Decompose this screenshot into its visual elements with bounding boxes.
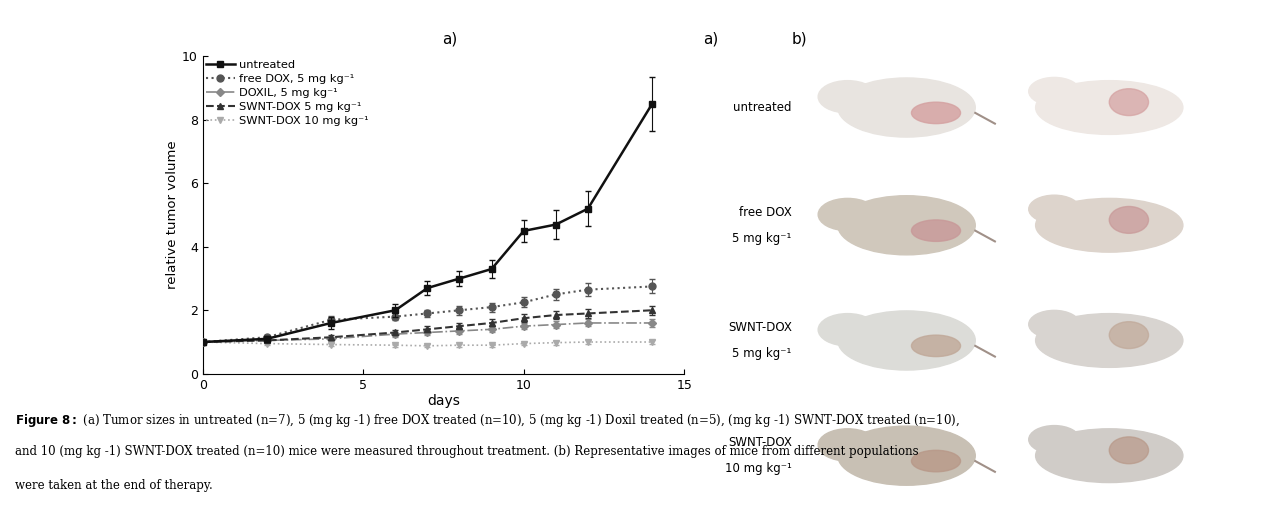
Text: 5 mg kg⁻¹: 5 mg kg⁻¹ bbox=[732, 347, 792, 360]
Ellipse shape bbox=[1035, 313, 1183, 368]
Text: $\mathbf{Figure\ 8:}$ (a) Tumor sizes in untreated (n=7), 5 (mg kg -1) free DOX : $\mathbf{Figure\ 8:}$ (a) Tumor sizes in… bbox=[15, 412, 960, 429]
Text: a): a) bbox=[703, 31, 718, 46]
Circle shape bbox=[818, 80, 877, 113]
Text: were taken at the end of therapy.: were taken at the end of therapy. bbox=[15, 479, 213, 492]
Text: SWNT-DOX: SWNT-DOX bbox=[729, 436, 792, 450]
Text: 5 mg kg⁻¹: 5 mg kg⁻¹ bbox=[732, 231, 792, 245]
Y-axis label: relative tumor volume: relative tumor volume bbox=[166, 141, 179, 289]
Text: and 10 (mg kg -1) SWNT-DOX treated (n=10) mice were measured throughout treatmen: and 10 (mg kg -1) SWNT-DOX treated (n=10… bbox=[15, 445, 919, 458]
Ellipse shape bbox=[1110, 206, 1148, 233]
Circle shape bbox=[818, 313, 877, 346]
Text: free DOX: free DOX bbox=[739, 206, 792, 219]
Ellipse shape bbox=[911, 102, 960, 123]
Ellipse shape bbox=[1110, 437, 1148, 464]
Circle shape bbox=[818, 198, 877, 230]
Ellipse shape bbox=[1035, 198, 1183, 252]
Ellipse shape bbox=[837, 426, 976, 485]
Circle shape bbox=[1029, 77, 1079, 105]
Circle shape bbox=[818, 429, 877, 461]
Ellipse shape bbox=[1035, 80, 1183, 134]
Ellipse shape bbox=[911, 220, 960, 241]
Ellipse shape bbox=[837, 196, 976, 255]
Ellipse shape bbox=[911, 335, 960, 356]
Ellipse shape bbox=[1035, 429, 1183, 482]
Ellipse shape bbox=[837, 311, 976, 370]
Text: 10 mg kg⁻¹: 10 mg kg⁻¹ bbox=[725, 462, 792, 475]
Legend: untreated, free DOX, 5 mg kg⁻¹, DOXIL, 5 mg kg⁻¹, SWNT-DOX 5 mg kg⁻¹, SWNT-DOX 1: untreated, free DOX, 5 mg kg⁻¹, DOXIL, 5… bbox=[207, 60, 369, 125]
Ellipse shape bbox=[911, 451, 960, 472]
Ellipse shape bbox=[1110, 89, 1148, 116]
Text: a): a) bbox=[442, 31, 457, 46]
Text: untreated: untreated bbox=[734, 101, 792, 114]
Text: b): b) bbox=[792, 31, 807, 46]
Ellipse shape bbox=[1110, 322, 1148, 349]
Circle shape bbox=[1029, 310, 1079, 338]
Text: SWNT-DOX: SWNT-DOX bbox=[729, 321, 792, 334]
Circle shape bbox=[1029, 195, 1079, 223]
Circle shape bbox=[1029, 425, 1079, 454]
Ellipse shape bbox=[837, 78, 976, 137]
X-axis label: days: days bbox=[427, 394, 460, 409]
